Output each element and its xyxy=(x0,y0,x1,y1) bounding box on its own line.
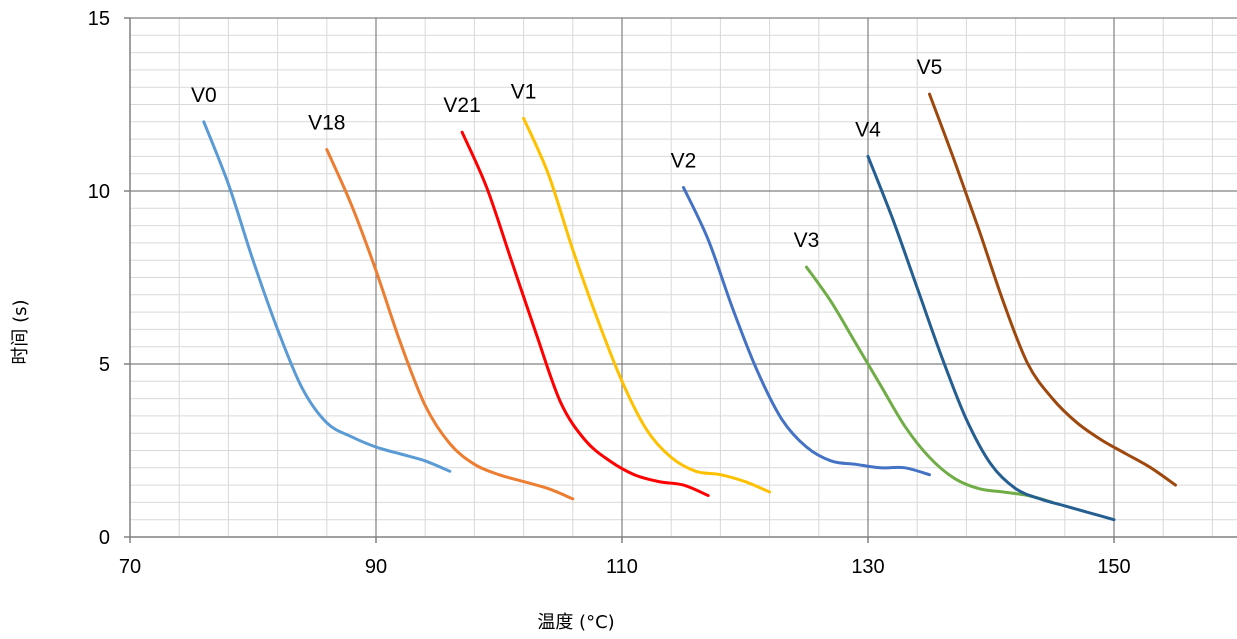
series-label-v18: V18 xyxy=(308,111,345,134)
series-label-v5: V5 xyxy=(917,56,943,79)
x-tick-labels: 70 90 110 130 150 xyxy=(119,556,1131,578)
series-label-v21: V21 xyxy=(443,94,480,117)
x-tick-label: 90 xyxy=(365,556,387,578)
series-label-v2: V2 xyxy=(671,150,697,173)
series-label-v4: V4 xyxy=(855,118,881,141)
minor-gridlines xyxy=(130,18,1237,537)
series-line-v1 xyxy=(522,116,772,494)
axes xyxy=(124,17,1237,543)
x-tick-label: 130 xyxy=(851,556,884,578)
series-lines xyxy=(202,92,1177,522)
series-line-v0 xyxy=(202,120,452,473)
x-tick-label: 70 xyxy=(119,556,141,578)
y-tick-labels: 0 5 10 15 xyxy=(88,8,110,549)
series-line-v21 xyxy=(460,130,710,497)
series-labels: V0 V18 V21 V1 V2 V3 V4 V5 xyxy=(191,56,942,252)
y-tick-label: 15 xyxy=(88,8,110,30)
y-tick-label: 10 xyxy=(88,181,110,203)
x-tick-label: 110 xyxy=(606,556,638,578)
y-tick-label: 5 xyxy=(99,354,110,376)
series-label-v3: V3 xyxy=(794,229,820,252)
series-label-v0: V0 xyxy=(191,84,217,107)
series-line-v2 xyxy=(682,186,931,477)
series-label-v1: V1 xyxy=(511,80,537,103)
major-gridlines xyxy=(130,17,1237,537)
y-tick-label: 0 xyxy=(99,527,110,549)
series-line-v4 xyxy=(866,154,1116,522)
y-axis-title: 时间 (s) xyxy=(10,299,31,364)
x-axis-title: 温度 (°C) xyxy=(537,612,614,633)
series-line-v3 xyxy=(805,265,1054,504)
series-line-v5 xyxy=(928,92,1177,487)
series-line-v18 xyxy=(325,148,575,501)
x-tick-label: 150 xyxy=(1097,556,1130,578)
